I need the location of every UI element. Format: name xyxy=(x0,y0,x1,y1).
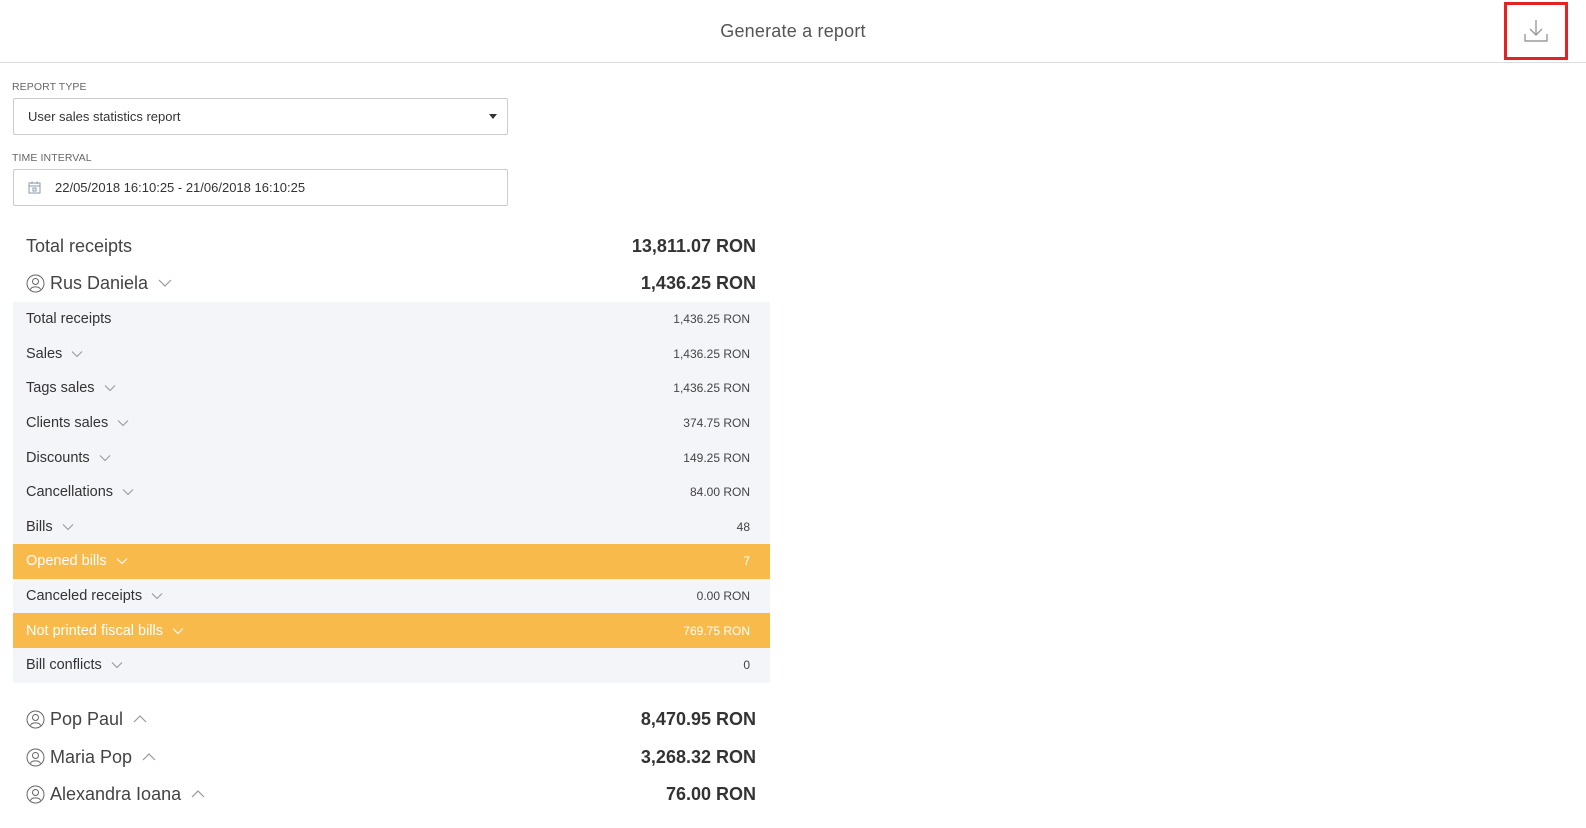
chevron-down-icon[interactable] xyxy=(62,523,74,531)
user-detail-panel: Total receipts 1,436.25 RON Sales 1,436.… xyxy=(13,302,770,683)
detail-value: 769.75 RON xyxy=(683,623,750,638)
user-total: 3,268.32 RON xyxy=(640,746,756,767)
detail-value: 0.00 RON xyxy=(696,589,750,604)
chevron-up-icon[interactable] xyxy=(133,714,147,724)
time-interval-label: TIME INTERVAL xyxy=(12,152,92,164)
detail-row-discounts[interactable]: Discounts 149.25 RON xyxy=(13,440,770,475)
user-name: Pop Paul xyxy=(50,708,124,729)
detail-value: 84.00 RON xyxy=(689,485,750,500)
detail-row-opened-bills[interactable]: Opened bills 7 xyxy=(13,544,770,579)
detail-row-canceled-receipts[interactable]: Canceled receipts 0.00 RON xyxy=(13,579,770,614)
detail-row-total-receipts: Total receipts 1,436.25 RON xyxy=(13,302,770,337)
detail-label: Canceled receipts xyxy=(26,588,143,605)
user-icon xyxy=(26,710,45,729)
detail-value: 1,436.25 RON xyxy=(673,381,750,396)
detail-label: Tags sales xyxy=(26,380,95,397)
detail-label: Not printed fiscal bills xyxy=(26,622,163,639)
time-interval-input[interactable]: 22/05/2018 16:10:25 - 21/06/2018 16:10:2… xyxy=(13,169,508,206)
chevron-up-icon[interactable] xyxy=(191,789,205,799)
detail-label: Clients sales xyxy=(26,415,109,432)
header-bar: Generate a report xyxy=(0,0,1586,63)
download-icon xyxy=(1523,18,1549,44)
user-row-maria-pop[interactable]: Maria Pop 3,268.32 RON xyxy=(13,739,770,775)
user-icon xyxy=(26,274,45,293)
chevron-down-icon[interactable] xyxy=(158,278,172,288)
detail-label: Discounts xyxy=(26,449,90,466)
detail-label: Total receipts xyxy=(26,311,112,328)
chevron-down-icon[interactable] xyxy=(116,557,128,565)
user-total: 76.00 RON xyxy=(665,783,756,804)
page-title: Generate a report xyxy=(720,20,866,41)
detail-label: Opened bills xyxy=(26,553,107,570)
detail-row-cancellations[interactable]: Cancellations 84.00 RON xyxy=(13,475,770,510)
calendar-icon xyxy=(28,181,41,194)
detail-label: Bill conflicts xyxy=(26,657,102,674)
chevron-down-icon[interactable] xyxy=(117,419,129,427)
detail-row-bills[interactable]: Bills 48 xyxy=(13,510,770,545)
user-name: Maria Pop xyxy=(50,746,133,767)
download-button[interactable] xyxy=(1504,2,1568,60)
report-type-label: REPORT TYPE xyxy=(12,81,87,93)
total-receipts-value: 13,811.07 RON xyxy=(631,235,756,256)
total-receipts-row: Total receipts 13,811.07 RON xyxy=(13,228,770,264)
detail-row-bill-conflicts[interactable]: Bill conflicts 0 xyxy=(13,648,770,683)
chevron-down-icon[interactable] xyxy=(99,454,111,462)
detail-row-sales[interactable]: Sales 1,436.25 RON xyxy=(13,337,770,372)
total-receipts-label: Total receipts xyxy=(26,235,133,256)
detail-row-tags-sales[interactable]: Tags sales 1,436.25 RON xyxy=(13,371,770,406)
chevron-down-icon[interactable] xyxy=(111,661,123,669)
caret-down-icon xyxy=(489,114,497,119)
detail-value: 48 xyxy=(736,519,750,534)
user-row-rus-daniela[interactable]: Rus Daniela 1,436.25 RON xyxy=(13,265,770,301)
detail-value: 1,436.25 RON xyxy=(673,346,750,361)
chevron-down-icon[interactable] xyxy=(104,384,116,392)
user-row-alexandra-ioana[interactable]: Alexandra Ioana 76.00 RON xyxy=(13,776,770,812)
detail-label: Sales xyxy=(26,345,63,362)
user-icon xyxy=(26,748,45,767)
time-interval-value: 22/05/2018 16:10:25 - 21/06/2018 16:10:2… xyxy=(55,180,306,195)
detail-value: 374.75 RON xyxy=(683,416,750,431)
detail-value: 7 xyxy=(743,554,750,569)
detail-value: 149.25 RON xyxy=(683,450,750,465)
chevron-down-icon[interactable] xyxy=(151,592,163,600)
chevron-down-icon[interactable] xyxy=(172,627,184,635)
user-total: 1,436.25 RON xyxy=(640,272,756,293)
detail-row-not-printed-fiscal-bills[interactable]: Not printed fiscal bills 769.75 RON xyxy=(13,613,770,648)
detail-label: Cancellations xyxy=(26,484,114,501)
user-icon xyxy=(26,785,45,804)
report-type-value: User sales statistics report xyxy=(28,109,181,124)
detail-value: 0 xyxy=(743,658,750,673)
chevron-down-icon[interactable] xyxy=(71,350,83,358)
chevron-up-icon[interactable] xyxy=(142,752,156,762)
report-type-select[interactable]: User sales statistics report xyxy=(13,98,508,135)
chevron-down-icon[interactable] xyxy=(122,488,134,496)
user-row-pop-paul[interactable]: Pop Paul 8,470.95 RON xyxy=(13,701,770,737)
detail-row-clients-sales[interactable]: Clients sales 374.75 RON xyxy=(13,406,770,441)
detail-value: 1,436.25 RON xyxy=(673,312,750,327)
user-name: Rus Daniela xyxy=(50,272,149,293)
user-name: Alexandra Ioana xyxy=(50,783,182,804)
detail-label: Bills xyxy=(26,518,53,535)
user-total: 8,470.95 RON xyxy=(640,708,756,729)
